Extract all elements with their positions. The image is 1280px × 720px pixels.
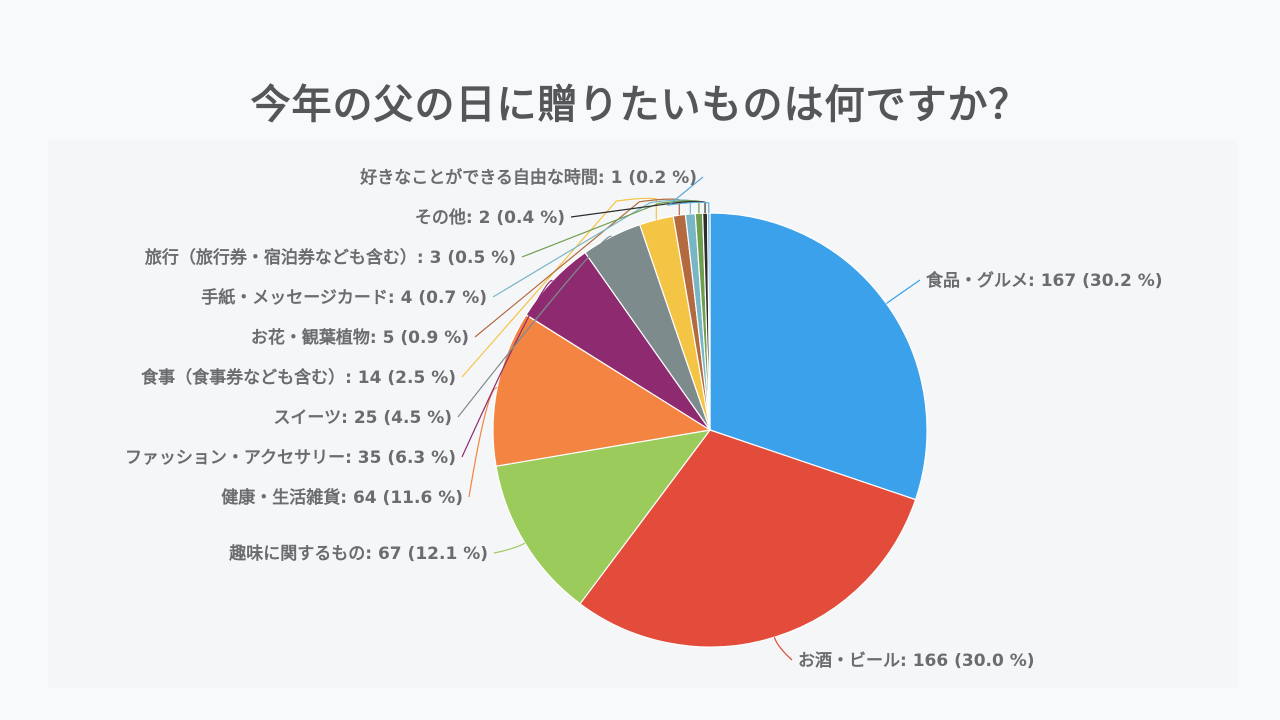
leader-line [457, 235, 613, 418]
chart-title: 今年の父の日に贈りたいものは何ですか？ [250, 82, 1030, 128]
leader-line [666, 176, 710, 214]
leader-line [461, 197, 657, 378]
leader-line [468, 387, 498, 498]
slice-labels: 食品・グルメ: 167 (30.2 %) お酒・ビール: 166 (30.0 %)… [125, 167, 1163, 671]
slice-label: 趣味に関するもの: 67 (12.1 %) [228, 543, 488, 564]
slice-label: お酒・ビール: 166 (30.0 %) [798, 650, 1035, 671]
slice-label: スイーツ: 25 (4.5 %) [273, 408, 452, 428]
slice-label: 健康・生活雑貨: 64 (11.6 %) [221, 487, 463, 508]
leader-line [773, 637, 793, 661]
slice-label: 手紙・メッセージカード: 4 (0.7 %) [201, 287, 487, 308]
leader-line [461, 280, 554, 458]
pie-slice [709, 212, 928, 501]
slice-label: 好きなことができる自由な時間: 1 (0.2 %) [359, 167, 697, 188]
leader-line [493, 542, 526, 554]
pie-slice [495, 429, 712, 605]
pie-slices [492, 212, 928, 648]
leader-lines [457, 176, 921, 661]
leader-line [886, 279, 921, 305]
slice-label: その他: 2 (0.4 %) [415, 207, 565, 228]
slice-label: 食事（食事券なども含む）: 14 (2.5 %) [141, 367, 456, 388]
slice-label: ファッション・アクセサリー: 35 (6.3 %) [125, 448, 456, 468]
slice-label: お花・観葉植物: 5 (0.9 %) [251, 327, 469, 348]
pie-slice [579, 429, 917, 648]
slice-label: 旅行（旅行券・宿泊券なども含む）: 3 (0.5 %) [145, 247, 516, 268]
slice-label: 食品・グルメ: 167 (30.2 %) [926, 270, 1163, 291]
pie-slice [492, 313, 712, 467]
